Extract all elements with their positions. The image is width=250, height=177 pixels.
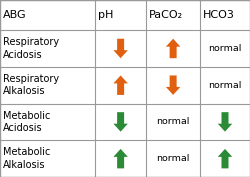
Text: normal: normal	[156, 154, 190, 163]
Polygon shape	[113, 39, 128, 58]
Polygon shape	[113, 112, 128, 132]
Polygon shape	[166, 39, 180, 58]
Text: ABG: ABG	[3, 10, 26, 20]
Polygon shape	[113, 75, 128, 95]
Polygon shape	[166, 75, 180, 95]
Text: Respiratory
Alkalosis: Respiratory Alkalosis	[3, 74, 59, 96]
Polygon shape	[218, 112, 232, 132]
Text: normal: normal	[156, 117, 190, 126]
Text: PaCO₂: PaCO₂	[149, 10, 184, 20]
Polygon shape	[218, 149, 232, 168]
Text: Respiratory
Acidosis: Respiratory Acidosis	[3, 37, 59, 60]
Text: Metabolic
Alkalosis: Metabolic Alkalosis	[3, 147, 50, 170]
Text: Metabolic
Acidosis: Metabolic Acidosis	[3, 111, 50, 133]
Polygon shape	[113, 149, 128, 168]
Text: normal: normal	[208, 81, 242, 90]
Text: HCO3: HCO3	[203, 10, 235, 20]
Text: pH: pH	[98, 10, 114, 20]
Text: normal: normal	[208, 44, 242, 53]
